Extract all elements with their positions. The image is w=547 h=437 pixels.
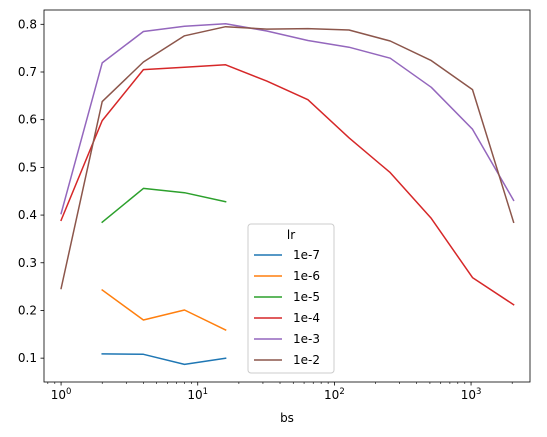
x-tick-label: 100 — [51, 387, 72, 402]
y-tick-label: 0.3 — [18, 256, 37, 270]
y-tick-label: 0.8 — [18, 17, 37, 31]
plot-frame — [43, 9, 531, 383]
series-line-1e-7 — [101, 353, 227, 366]
x-tick-label: 102 — [324, 387, 345, 402]
series-line-1e-3 — [60, 23, 515, 215]
x-tick-label: 101 — [187, 387, 208, 402]
x-axis-label: bs — [280, 411, 294, 425]
y-tick-label: 0.6 — [18, 113, 37, 127]
x-tick-label-base: 10 — [324, 388, 339, 402]
legend-label: 1e-7 — [293, 248, 320, 262]
legend-label: 1e-5 — [293, 290, 320, 304]
series-line-1e-5 — [101, 187, 227, 224]
series-lines — [60, 23, 515, 366]
x-tick-label-exponent: 0 — [66, 387, 71, 397]
legend-title: lr — [287, 228, 295, 242]
legend: lr 1e-7 1e-6 1e-5 1e-4 1e-3 1e-2 — [247, 223, 335, 374]
x-tick-label-base: 10 — [51, 388, 66, 402]
x-tick-label-exponent: 2 — [339, 387, 344, 397]
legend-label: 1e-2 — [293, 353, 320, 367]
y-tick-label: 0.2 — [18, 303, 37, 317]
legend-frame — [247, 223, 335, 374]
y-tick-label: 0.4 — [18, 208, 37, 222]
legend-label: 1e-3 — [293, 332, 320, 346]
legend-label: 1e-4 — [293, 311, 320, 325]
series-line-1e-6 — [101, 288, 227, 332]
x-tick-label-base: 10 — [461, 388, 476, 402]
y-tick-label: 0.1 — [18, 351, 37, 365]
series-line-1e-2 — [60, 25, 515, 290]
y-tick-label: 0.7 — [18, 65, 37, 79]
x-tick-label-exponent: 1 — [203, 387, 208, 397]
legend-label: 1e-6 — [293, 269, 320, 283]
y-tick-label: 0.5 — [18, 160, 37, 174]
x-tick-label-exponent: 3 — [476, 387, 481, 397]
x-tick-label: 103 — [461, 387, 482, 402]
x-tick-label-base: 10 — [187, 388, 202, 402]
series-line-1e-4 — [60, 64, 515, 306]
